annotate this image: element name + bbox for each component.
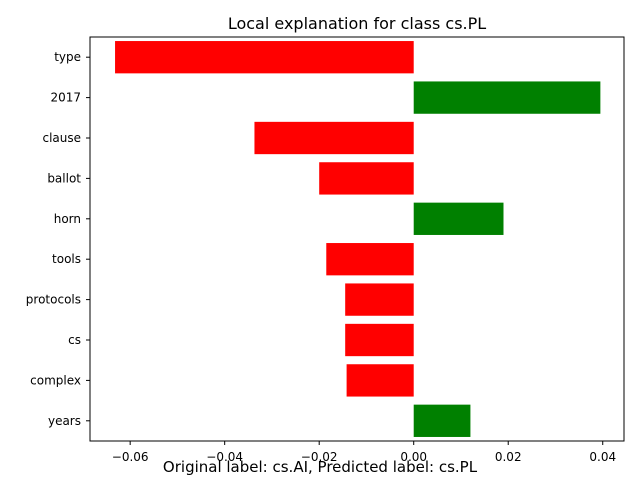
bar-clause bbox=[254, 121, 414, 155]
y-tick-label: complex bbox=[30, 373, 81, 387]
chart-title: Local explanation for class cs.PL bbox=[228, 14, 486, 33]
y-tick-label: years bbox=[48, 414, 81, 428]
y-tick-label: horn bbox=[54, 212, 81, 226]
y-tick-label: tools bbox=[52, 252, 81, 266]
y-tick-label: 2017 bbox=[50, 91, 81, 105]
bar-protocols bbox=[345, 283, 414, 316]
bar-complex bbox=[346, 364, 414, 397]
x-tick-label: 0.04 bbox=[589, 450, 616, 464]
x-tick-group: −0.06 −0.04 −0.02 0.00 0.02 0.04 bbox=[112, 441, 616, 464]
bar-2017 bbox=[413, 81, 601, 114]
y-tick-label: ballot bbox=[47, 171, 81, 185]
x-tick-label: −0.04 bbox=[206, 450, 243, 464]
y-tick-label: cs bbox=[68, 333, 81, 347]
y-tick-label: clause bbox=[42, 131, 81, 145]
bar-years bbox=[413, 404, 471, 437]
bar-horn bbox=[413, 202, 504, 235]
x-tick-label: −0.02 bbox=[301, 450, 338, 464]
y-tick-group: type 2017 clause ballot horn tools protocols cs… bbox=[26, 50, 90, 428]
x-tick-label: −0.06 bbox=[112, 450, 149, 464]
bar-cs bbox=[345, 323, 414, 357]
y-tick-label: protocols bbox=[26, 293, 81, 307]
x-tick-label: 0.00 bbox=[400, 450, 427, 464]
bar-type bbox=[115, 41, 414, 74]
y-tick-label: type bbox=[54, 50, 81, 64]
bars-group bbox=[115, 41, 601, 437]
prediction-caption: Original label: cs.AI, Predicted label: … bbox=[162, 458, 478, 476]
bar-tools bbox=[326, 243, 414, 276]
axes-frame bbox=[89, 36, 625, 442]
x-tick-label: 0.02 bbox=[495, 450, 522, 464]
bar-ballot bbox=[319, 162, 414, 195]
